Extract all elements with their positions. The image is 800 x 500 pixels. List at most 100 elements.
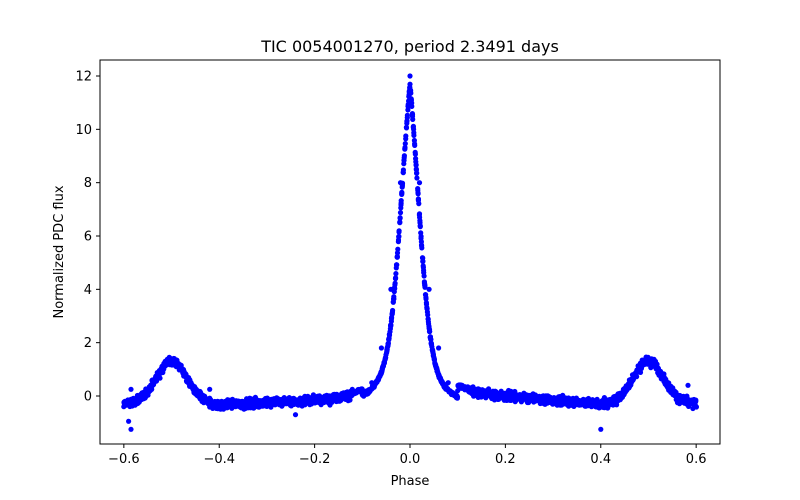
data-point bbox=[312, 400, 318, 406]
data-point bbox=[428, 337, 434, 343]
data-point bbox=[416, 180, 423, 186]
data-point bbox=[674, 393, 680, 399]
data-point bbox=[140, 390, 146, 396]
data-point bbox=[617, 390, 623, 396]
data-point bbox=[399, 189, 405, 195]
data-point bbox=[388, 286, 394, 292]
data-point bbox=[393, 271, 399, 277]
data-point bbox=[436, 345, 442, 351]
data-point bbox=[359, 390, 365, 396]
data-point bbox=[207, 401, 213, 407]
data-point bbox=[402, 144, 408, 151]
data-point bbox=[420, 258, 426, 264]
data-point bbox=[425, 312, 431, 318]
y-tick-label: 6 bbox=[84, 230, 92, 245]
data-point bbox=[397, 215, 403, 221]
data-point bbox=[403, 136, 409, 142]
data-point bbox=[396, 233, 402, 239]
x-tick-label: 0.6 bbox=[686, 452, 707, 467]
data-point bbox=[392, 282, 398, 288]
data-point bbox=[419, 245, 425, 251]
data-point bbox=[397, 180, 404, 186]
data-point bbox=[410, 116, 416, 122]
data-point bbox=[389, 309, 395, 315]
y-axis-ticks: 0 2 4 6 8 10 12 bbox=[75, 70, 100, 405]
data-point bbox=[416, 211, 423, 217]
data-point bbox=[664, 380, 671, 386]
data-point bbox=[422, 284, 428, 290]
data-point bbox=[417, 223, 423, 229]
x-tick-label: −0.4 bbox=[203, 452, 235, 467]
data-point bbox=[598, 426, 604, 432]
data-point bbox=[396, 229, 402, 235]
data-points bbox=[121, 73, 700, 432]
x-tick-label: 0.4 bbox=[590, 452, 611, 467]
data-point bbox=[420, 263, 426, 269]
data-point bbox=[607, 398, 613, 404]
data-point bbox=[397, 220, 403, 226]
data-point bbox=[409, 103, 415, 109]
data-point bbox=[626, 377, 633, 383]
data-point bbox=[409, 112, 416, 118]
data-point bbox=[601, 395, 608, 401]
data-point bbox=[394, 254, 400, 260]
data-point bbox=[178, 366, 184, 372]
data-point bbox=[404, 115, 410, 121]
data-point bbox=[369, 380, 375, 386]
data-point bbox=[684, 401, 690, 407]
data-point bbox=[418, 239, 424, 245]
y-tick-label: 8 bbox=[84, 176, 92, 191]
data-point bbox=[401, 153, 407, 159]
data-point bbox=[407, 73, 413, 79]
data-point bbox=[207, 386, 213, 392]
data-point bbox=[403, 125, 410, 131]
y-tick-label: 10 bbox=[75, 123, 92, 138]
data-point bbox=[397, 210, 404, 216]
data-point bbox=[395, 246, 401, 252]
x-tick-label: 0.2 bbox=[495, 452, 516, 467]
data-point bbox=[421, 267, 427, 273]
data-point bbox=[693, 404, 699, 410]
x-axis-label: Phase bbox=[391, 474, 430, 489]
data-point bbox=[126, 418, 132, 424]
y-tick-label: 0 bbox=[84, 390, 92, 405]
x-axis-ticks: −0.6 −0.4 −0.2 0.0 0.2 0.4 0.6 bbox=[108, 444, 706, 467]
data-point bbox=[421, 273, 427, 279]
data-point bbox=[645, 361, 652, 367]
data-point bbox=[168, 361, 175, 367]
data-point bbox=[128, 426, 134, 432]
data-point bbox=[598, 402, 604, 408]
data-point bbox=[378, 345, 384, 351]
x-tick-label: −0.2 bbox=[299, 452, 331, 467]
y-axis-label: Normalized PDC flux bbox=[52, 185, 67, 318]
data-point bbox=[426, 286, 432, 292]
data-point bbox=[693, 397, 699, 403]
data-point bbox=[157, 375, 163, 381]
data-point bbox=[414, 175, 420, 181]
data-point bbox=[159, 366, 165, 372]
data-point bbox=[415, 196, 421, 202]
data-point bbox=[411, 130, 417, 136]
data-point bbox=[149, 377, 156, 383]
y-tick-label: 2 bbox=[84, 336, 92, 351]
data-point bbox=[418, 233, 424, 239]
data-point bbox=[412, 142, 418, 148]
data-point bbox=[413, 162, 419, 168]
data-point bbox=[398, 200, 404, 206]
data-point bbox=[426, 329, 433, 335]
data-point bbox=[655, 366, 661, 372]
data-point bbox=[400, 167, 406, 173]
data-point bbox=[550, 400, 556, 406]
data-point bbox=[216, 402, 222, 408]
data-point bbox=[502, 396, 508, 402]
y-tick-label: 4 bbox=[84, 283, 92, 298]
data-point bbox=[393, 275, 399, 281]
data-point bbox=[347, 397, 353, 403]
data-point bbox=[391, 294, 397, 300]
data-point bbox=[685, 382, 691, 388]
data-point bbox=[130, 401, 136, 407]
data-point bbox=[636, 366, 642, 372]
data-point bbox=[394, 262, 400, 268]
chart-title: TIC 0054001270, period 2.3491 days bbox=[260, 37, 559, 56]
